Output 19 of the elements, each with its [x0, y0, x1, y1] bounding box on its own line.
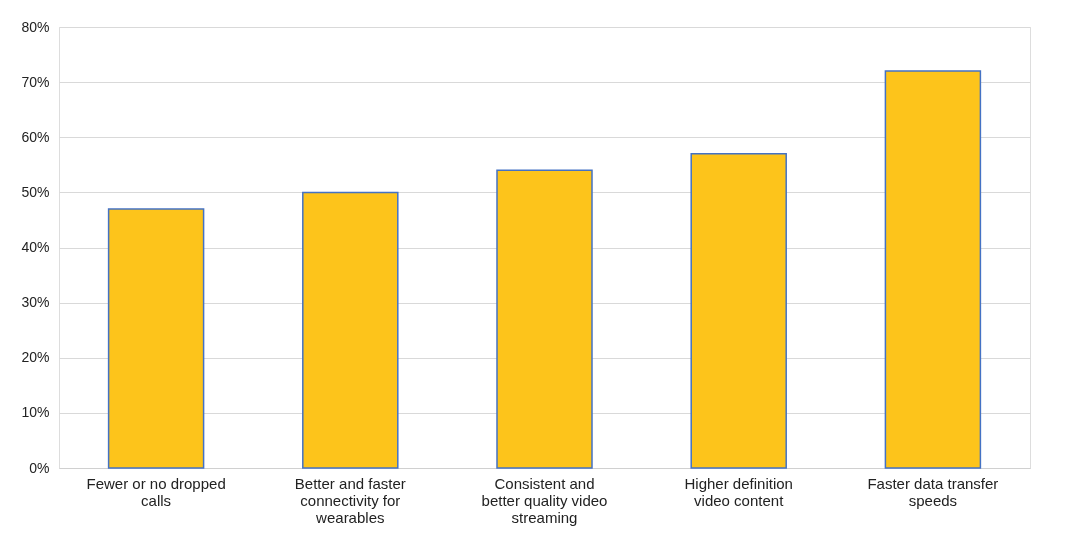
y-tick-label: 60% [21, 128, 50, 145]
y-tick-label: 70% [21, 73, 50, 90]
y-tick-label: 20% [21, 349, 50, 366]
y-tick-label: 10% [21, 404, 50, 421]
bar [884, 70, 982, 469]
y-tick-label: 0% [29, 459, 50, 476]
bar [302, 191, 399, 469]
y-tick-label: 40% [21, 239, 50, 255]
bar [496, 169, 593, 469]
x-tick-label: Better and faster connectivity for wearables [294, 474, 406, 526]
y-tick-label: 50% [21, 183, 50, 200]
y-tick-label: 80% [21, 18, 50, 35]
bar [107, 208, 205, 469]
bar [690, 153, 787, 469]
x-tick-label: Higher definition video content [684, 474, 793, 509]
x-tick-label: Fewer or no dropped calls [86, 474, 226, 509]
y-tick-label: 30% [21, 294, 50, 311]
x-tick-label: Consistent and better quality video streaming [481, 474, 608, 526]
x-tick-label: Faster data transfer speeds [867, 474, 999, 509]
